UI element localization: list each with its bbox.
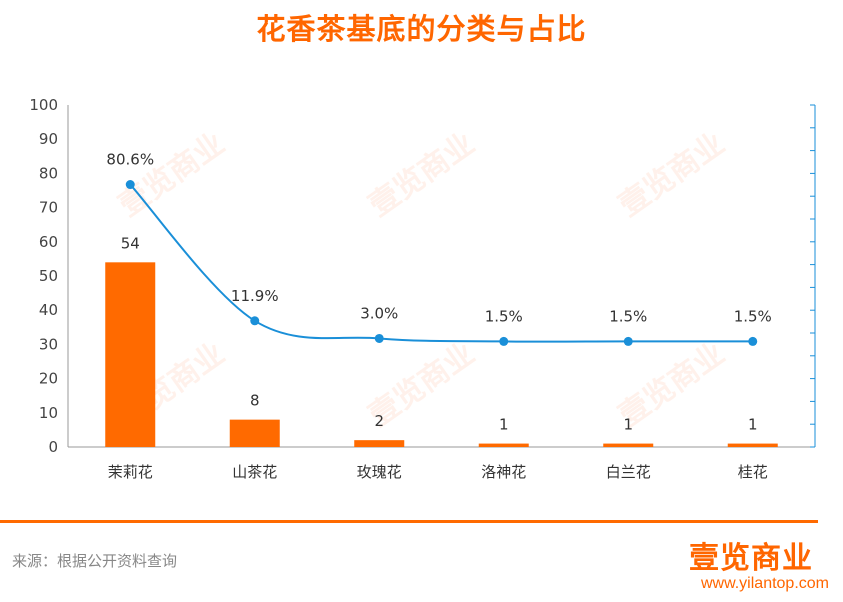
bar bbox=[105, 262, 156, 447]
y-tick-label: 100 bbox=[29, 96, 58, 114]
bar-value-label: 8 bbox=[250, 392, 260, 410]
source-note: 来源：根据公开资料查询 bbox=[12, 552, 178, 570]
percentage-label: 1.5% bbox=[485, 307, 523, 325]
footer-divider bbox=[0, 520, 818, 523]
y-tick-label: 10 bbox=[39, 404, 58, 422]
percentage-point bbox=[499, 336, 509, 346]
bar bbox=[727, 443, 778, 447]
x-tick-label: 玫瑰花 bbox=[357, 463, 402, 481]
x-tick-label: 桂花 bbox=[738, 463, 768, 481]
bar-value-label: 2 bbox=[374, 412, 384, 430]
bar-value-label: 1 bbox=[623, 416, 633, 434]
percentage-label: 11.9% bbox=[231, 287, 279, 305]
y-tick-label: 30 bbox=[39, 335, 58, 353]
percentage-point bbox=[748, 336, 758, 346]
percentage-point bbox=[623, 336, 633, 346]
x-tick-label: 茉莉花 bbox=[108, 463, 153, 481]
y-tick-label: 60 bbox=[39, 233, 58, 251]
percentage-label: 1.5% bbox=[609, 307, 647, 325]
bar bbox=[229, 419, 280, 447]
percentage-point bbox=[374, 333, 384, 343]
percentage-point bbox=[250, 316, 260, 326]
percentage-line bbox=[129, 183, 753, 343]
bar-value-label: 1 bbox=[499, 416, 509, 434]
brand-logo: 壹览商业 bbox=[689, 541, 813, 576]
bar-value-label: 54 bbox=[121, 234, 140, 252]
chart-title: 花香茶基底的分类与占比 bbox=[256, 12, 587, 46]
y-tick-label: 20 bbox=[39, 370, 58, 388]
y-tick-label: 80 bbox=[39, 164, 58, 182]
y-tick-label: 90 bbox=[39, 130, 58, 148]
bar bbox=[603, 443, 654, 447]
y-tick-label: 50 bbox=[39, 267, 58, 285]
y-tick-label: 0 bbox=[48, 438, 58, 456]
percentage-label: 80.6% bbox=[106, 151, 154, 169]
bar bbox=[478, 443, 529, 447]
x-tick-label: 山茶花 bbox=[232, 463, 277, 481]
y-tick-label: 70 bbox=[39, 199, 58, 217]
y-tick-label: 40 bbox=[39, 301, 58, 319]
website-link[interactable]: www.yilantop.com bbox=[700, 575, 829, 592]
bar bbox=[354, 440, 405, 447]
bar-value-label: 1 bbox=[748, 416, 758, 434]
combo-chart: 0 10 20 30 40 50 60 70 80 90 100 54 8 2 1 1 1 茉莉花 山茶花 玫瑰花 洛神… bbox=[29, 96, 816, 481]
x-tick-label: 白兰花 bbox=[606, 463, 651, 481]
percentage-label: 3.0% bbox=[360, 304, 398, 322]
percentage-label: 1.5% bbox=[734, 307, 772, 325]
percentage-point bbox=[125, 180, 135, 190]
x-tick-label: 洛神花 bbox=[481, 463, 526, 481]
